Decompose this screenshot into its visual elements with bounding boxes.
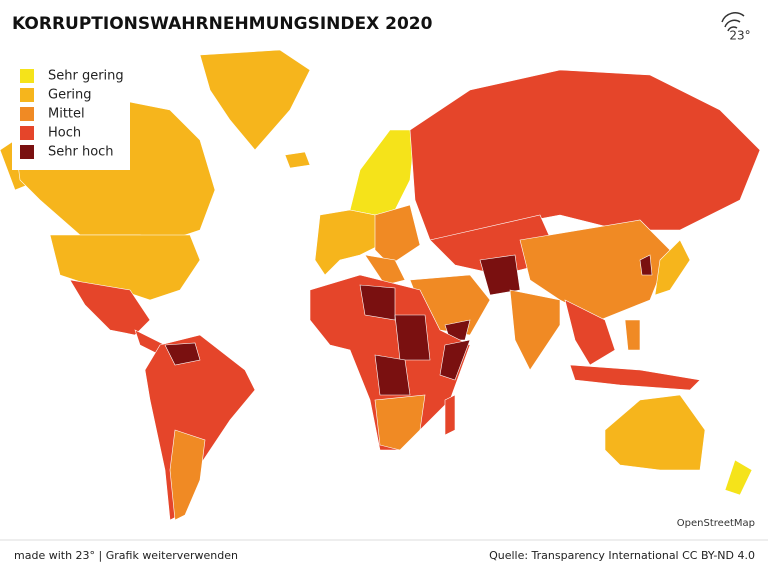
legend-label: Sehr gering xyxy=(48,69,124,84)
countries xyxy=(0,49,761,521)
logo-text: 23° xyxy=(729,29,750,43)
legend-swatch xyxy=(20,107,34,121)
country xyxy=(364,254,406,286)
legend-swatch xyxy=(20,88,34,102)
logo: 23° xyxy=(721,12,751,43)
country xyxy=(569,364,701,391)
legend-swatch xyxy=(20,126,34,140)
legend: Sehr gering Gering Mittel Hoch Sehr hoch xyxy=(20,69,124,160)
country xyxy=(724,459,753,496)
country xyxy=(69,279,151,336)
country xyxy=(564,299,616,366)
country xyxy=(144,334,256,521)
attribution: OpenStreetMap xyxy=(677,518,755,529)
country xyxy=(199,49,311,151)
country xyxy=(604,394,706,471)
legend-swatch xyxy=(20,145,34,159)
legend-label: Mittel xyxy=(48,107,85,122)
country xyxy=(409,69,761,241)
country xyxy=(349,129,416,216)
legend-label: Sehr hoch xyxy=(48,145,114,160)
logo-arcs xyxy=(721,12,745,32)
legend-swatch xyxy=(20,69,34,83)
country xyxy=(439,339,471,381)
country xyxy=(374,394,426,451)
country xyxy=(639,254,653,276)
country xyxy=(394,314,431,361)
title: KORRUPTIONSWAHRNEHMUNGSINDEX 2020 xyxy=(12,14,433,34)
country xyxy=(654,239,691,296)
country xyxy=(164,342,201,366)
country xyxy=(284,151,311,169)
country xyxy=(519,219,671,321)
country xyxy=(374,204,421,266)
footer-left: made with 23° | Grafik weiterverwenden xyxy=(14,549,238,562)
country xyxy=(444,394,456,436)
country xyxy=(359,284,396,321)
country xyxy=(479,254,521,296)
country xyxy=(509,289,561,371)
country xyxy=(314,209,381,276)
country xyxy=(374,354,411,396)
country xyxy=(169,429,206,521)
footer-right: Quelle: Transparency International CC BY… xyxy=(489,549,755,562)
legend-label: Gering xyxy=(48,88,92,103)
country xyxy=(624,319,641,351)
legend-label: Hoch xyxy=(48,126,81,141)
